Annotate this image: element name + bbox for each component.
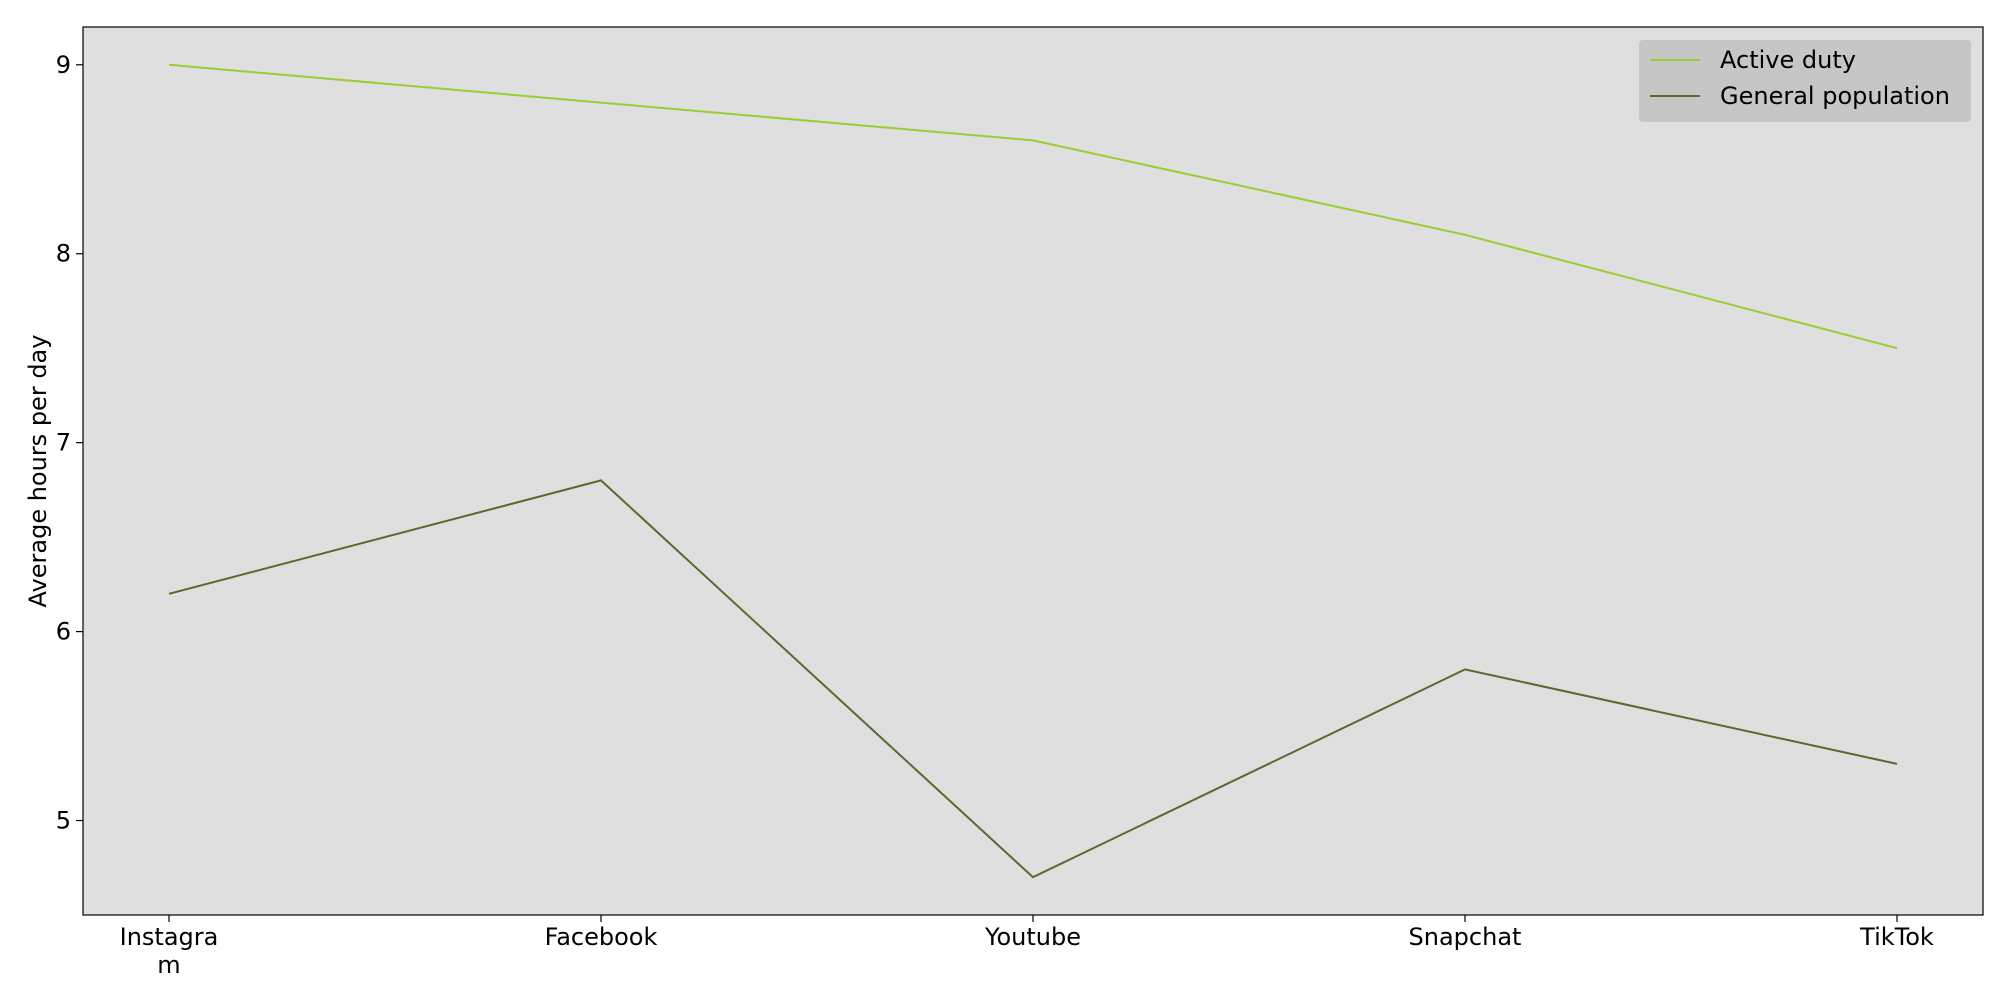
y-tick-label: 8 bbox=[56, 240, 71, 268]
legend: Active duty General population bbox=[1639, 40, 1971, 122]
x-tick-label: Snapchat bbox=[1409, 923, 1522, 951]
x-tick-label: Instagra m bbox=[120, 923, 219, 979]
x-tick-label: TikTok bbox=[1859, 923, 1934, 951]
y-axis-label: Average hours per day bbox=[24, 335, 52, 608]
legend-label-1: Active duty bbox=[1720, 46, 1856, 74]
y-tick-label: 5 bbox=[56, 807, 71, 835]
x-tick-label: Facebook bbox=[545, 923, 658, 951]
y-tick-label: 9 bbox=[56, 51, 71, 79]
y-tick-label: 7 bbox=[56, 429, 71, 457]
legend-box bbox=[1639, 40, 1971, 122]
series-line-1 bbox=[168, 63, 1898, 350]
x-tick-label: Youtube bbox=[984, 923, 1081, 951]
y-tick-label: 6 bbox=[56, 618, 71, 646]
series-line-2 bbox=[168, 479, 1898, 879]
series-layer bbox=[168, 63, 1898, 879]
x-axis: Instagra m Facebook Youtube Snapchat TikTok bbox=[120, 915, 1934, 979]
plot-area bbox=[82, 26, 1984, 916]
y-axis: 5 6 7 8 9 bbox=[56, 51, 83, 835]
legend-label-2: General population bbox=[1720, 82, 1950, 110]
